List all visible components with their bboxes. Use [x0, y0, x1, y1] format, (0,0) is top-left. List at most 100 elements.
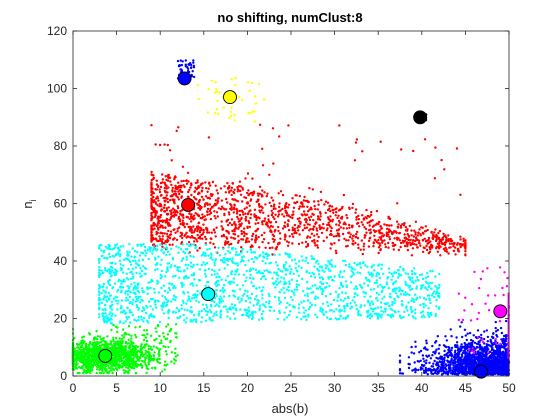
data-point — [197, 214, 200, 217]
data-point — [363, 234, 366, 237]
data-point — [376, 317, 380, 320]
data-point — [431, 269, 434, 273]
data-point — [153, 291, 156, 294]
data-point — [297, 207, 301, 210]
data-point — [287, 203, 291, 206]
data-point — [189, 228, 192, 232]
data-point — [126, 284, 129, 288]
data-point — [321, 269, 324, 272]
data-point — [362, 245, 365, 248]
data-point — [269, 224, 273, 228]
data-point — [139, 301, 142, 304]
data-point — [175, 129, 178, 133]
data-point — [188, 188, 191, 192]
data-point — [363, 304, 366, 307]
data-point — [172, 207, 175, 210]
data-point — [177, 206, 180, 210]
data-point — [399, 316, 402, 319]
data-point — [205, 261, 209, 265]
data-point — [253, 297, 257, 301]
data-point — [124, 292, 127, 295]
data-point — [150, 198, 153, 201]
data-point — [122, 322, 125, 325]
data-point — [282, 215, 286, 218]
data-point — [297, 307, 301, 310]
data-point — [147, 321, 150, 324]
data-point — [406, 233, 409, 236]
data-point — [350, 266, 353, 269]
data-point — [394, 289, 397, 292]
data-point — [233, 188, 236, 191]
data-point — [128, 295, 132, 299]
data-point — [433, 231, 436, 234]
data-point — [109, 342, 113, 345]
data-point — [167, 299, 170, 303]
data-point — [135, 319, 138, 322]
data-point — [277, 229, 280, 233]
data-point — [315, 229, 319, 232]
data-point — [118, 344, 121, 348]
data-point — [341, 205, 344, 209]
data-point — [201, 186, 204, 190]
data-point — [282, 286, 285, 290]
data-point — [415, 368, 418, 372]
data-point — [257, 235, 260, 239]
data-point — [110, 300, 114, 303]
data-point — [291, 242, 294, 245]
data-point — [268, 173, 271, 176]
data-point — [113, 351, 116, 354]
data-point — [373, 281, 376, 285]
data-point — [425, 281, 429, 285]
data-point — [158, 348, 162, 351]
data-point — [419, 284, 423, 287]
data-point — [132, 288, 135, 291]
data-point — [186, 171, 190, 174]
data-point — [443, 168, 446, 171]
data-point — [213, 300, 216, 304]
data-point — [288, 303, 291, 307]
data-point — [328, 284, 331, 288]
data-point — [243, 207, 246, 210]
data-point — [181, 299, 185, 302]
data-point — [157, 228, 160, 231]
data-point — [186, 309, 189, 312]
data-point — [237, 235, 240, 238]
data-point — [366, 265, 369, 268]
data-point — [309, 287, 312, 290]
data-point — [376, 299, 379, 302]
data-point — [109, 367, 112, 370]
data-point — [192, 255, 195, 258]
data-point — [165, 303, 169, 307]
data-point — [100, 361, 103, 365]
data-point — [245, 232, 248, 236]
data-point — [397, 276, 400, 279]
data-point — [209, 257, 212, 260]
data-point — [100, 364, 104, 367]
data-point — [347, 231, 351, 234]
data-point — [246, 201, 249, 204]
data-point — [177, 215, 181, 219]
data-point — [268, 201, 271, 204]
data-point — [269, 221, 272, 224]
data-point — [370, 300, 374, 303]
data-point — [189, 320, 192, 323]
data-point — [127, 342, 131, 345]
data-point — [75, 353, 79, 357]
data-point — [154, 256, 157, 259]
data-point — [107, 282, 111, 285]
data-point — [277, 274, 280, 277]
data-point — [222, 305, 226, 308]
data-point — [98, 306, 101, 309]
data-point — [303, 227, 306, 230]
data-point — [251, 245, 254, 248]
data-point — [460, 343, 463, 346]
data-point — [308, 305, 312, 309]
data-point — [427, 238, 430, 242]
data-point — [271, 277, 274, 280]
data-point — [211, 180, 215, 184]
data-point — [410, 351, 413, 354]
data-point — [237, 185, 241, 188]
data-point — [247, 297, 250, 300]
data-point — [306, 287, 309, 290]
data-point — [127, 338, 130, 341]
